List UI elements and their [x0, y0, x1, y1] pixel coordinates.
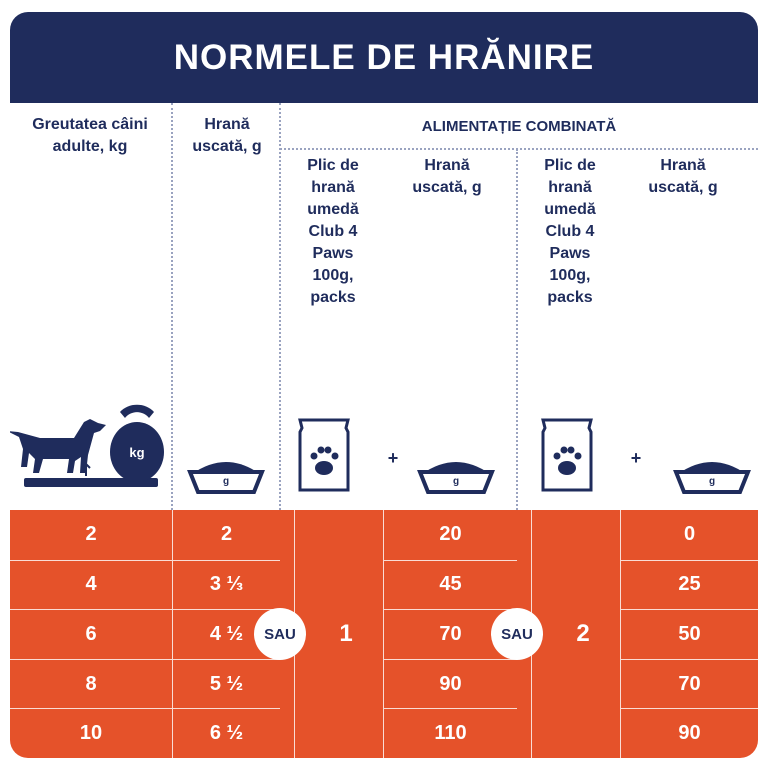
- value-cell: 2: [85, 523, 97, 546]
- value-cell: 25: [620, 559, 758, 610]
- icon-label: g: [709, 476, 715, 487]
- bowl-icon: [417, 462, 495, 494]
- pouch-icon: [298, 418, 350, 492]
- divider: [280, 148, 758, 150]
- plus: +: [388, 448, 399, 468]
- group-header: ALIMENTAȚIE COMBINATĂ: [421, 118, 617, 135]
- title: NORMELE DE HRĂNIRE: [10, 12, 758, 103]
- value-cell: 5 ½: [172, 658, 280, 709]
- value-cell: 90: [383, 658, 517, 709]
- icon-label: g: [223, 476, 229, 487]
- pouch-count: 2: [531, 510, 634, 758]
- value-cell: 4 ½: [172, 609, 280, 659]
- column-header: Plic de hrană umedă Club 4 Paws 100g, pa…: [544, 157, 596, 306]
- value-cell: 4: [10, 559, 172, 610]
- or-badge: SAU: [254, 608, 306, 660]
- dog-weight-icon: [10, 404, 164, 487]
- value-cell: 3 ⅓: [172, 559, 280, 610]
- feeding-table: NORMELE DE HRĂNIRE Greutatea câini adult…: [10, 12, 758, 758]
- icon-label: g: [453, 476, 459, 487]
- value-cell: 8: [10, 658, 172, 709]
- column-header: Hrană uscată, g: [648, 157, 718, 196]
- value-cell: 110: [383, 708, 517, 758]
- value-cell: 0: [620, 510, 758, 560]
- icons: kg g + g + g: [10, 404, 751, 494]
- divider: [171, 103, 173, 510]
- value-cell: 6: [10, 609, 172, 659]
- plus: +: [631, 448, 642, 468]
- or-badge: SAU: [491, 608, 543, 660]
- column-header: Hrană uscată, g: [412, 157, 482, 196]
- icon-label: kg: [129, 445, 144, 460]
- value-cell: 10: [10, 708, 172, 758]
- bowl-icon: [187, 462, 265, 494]
- bowl-icon: [673, 462, 751, 494]
- divider: [516, 149, 518, 510]
- value-cell: 90: [620, 708, 758, 758]
- value-cell: 50: [620, 609, 758, 659]
- column-header: Plic de hrană umedă Club 4 Paws 100g, pa…: [307, 157, 359, 306]
- column-header: Greutatea câini adulte, kg: [32, 116, 148, 155]
- pouch-icon: [541, 418, 593, 492]
- value-cell: 6 ½: [172, 708, 280, 758]
- column-header: Hrană uscată, g: [192, 116, 262, 155]
- divider: [279, 103, 281, 510]
- value-cell: 45: [383, 559, 517, 610]
- value-cell: 70: [383, 609, 517, 659]
- values-area: 2 2 20 0 4 3 ⅓ 45 25 6 4 ½ 70 50 8 5 ½ 90 70 10 6 ½ 110 90 1…: [10, 510, 758, 758]
- value-cell: 70: [620, 658, 758, 709]
- pouch-count: 1: [294, 510, 397, 758]
- value-cell: 2: [172, 510, 280, 560]
- value-cell: 20: [383, 510, 517, 560]
